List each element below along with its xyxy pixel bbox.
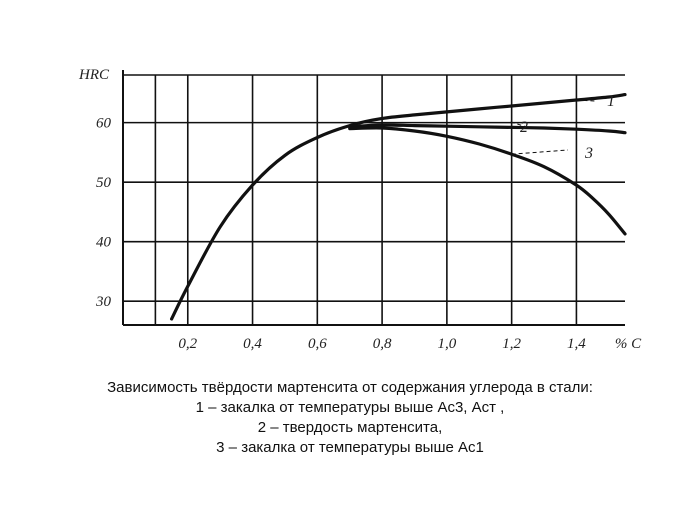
leader-line-1 (576, 99, 596, 102)
x-tick-label-1: 0,4 (243, 336, 262, 352)
y-tick-label-3: 60 (96, 116, 112, 132)
curve-2 (348, 123, 627, 135)
hardness-chart: 0,2 0,4 0,6 0,8 1,0 1,2 1,4 30 40 50 60 HRC % C 1 2 3 (78, 67, 642, 352)
figure-caption: Зависимость твёрдости мартенсита от соде… (0, 378, 700, 458)
caption-curve-2: 2 – твердость мартенсита, (257, 419, 443, 436)
caption-title: Зависимость твёрдости мартенсита от соде… (107, 379, 593, 396)
y-tick-label-0: 30 (95, 294, 112, 310)
x-tick-label-3: 0,8 (373, 336, 392, 352)
curve-label-2: 2 (520, 119, 528, 136)
y-axis-label: HRC (78, 67, 110, 83)
x-tick-label-4: 1,0 (437, 336, 456, 352)
chart-axes (122, 70, 625, 326)
chart-grid (123, 74, 625, 325)
chart-curves (170, 93, 627, 321)
x-tick-label-2: 0,6 (308, 336, 327, 352)
y-tick-label-1: 40 (96, 235, 112, 251)
x-tick-label-5: 1,2 (502, 336, 521, 352)
curve-label-3: 3 (584, 145, 593, 162)
x-axis-label: % C (615, 336, 642, 352)
leader-line-3 (511, 149, 569, 155)
x-tick-label-0: 0,2 (178, 336, 197, 352)
curve-3 (348, 126, 627, 236)
curve-label-leaders (507, 99, 596, 155)
caption-curve-3: 3 – закалка от температуры выше Ас1 (216, 439, 484, 456)
curve-label-1: 1 (607, 93, 615, 110)
x-tick-label-6: 1,4 (567, 336, 586, 352)
y-tick-label-2: 50 (96, 175, 112, 191)
caption-curve-1: 1 – закалка от температуры выше Ас3, Аст… (195, 399, 505, 416)
leader-line-2 (507, 120, 528, 128)
chart-labels: 0,2 0,4 0,6 0,8 1,0 1,2 1,4 30 40 50 60 HRC % C 1 2 3 (78, 67, 642, 352)
curve-1 (170, 93, 627, 321)
